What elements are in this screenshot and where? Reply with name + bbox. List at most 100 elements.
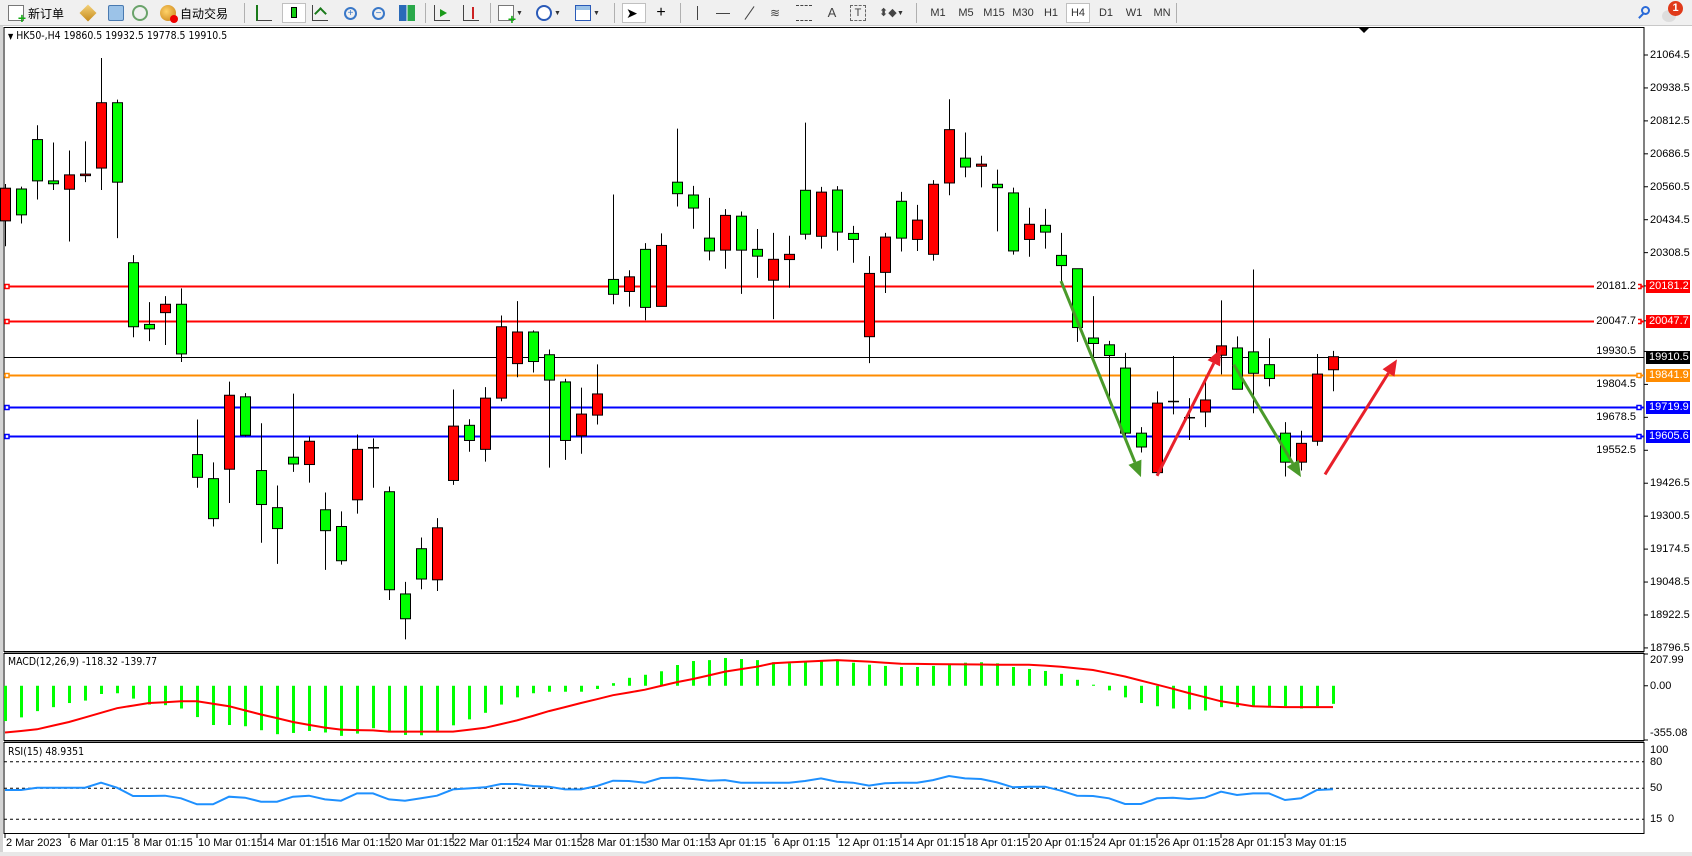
candle xyxy=(816,186,827,249)
text-button[interactable]: A xyxy=(824,3,840,23)
candle-body xyxy=(1056,254,1067,267)
cursor-button[interactable]: ➤ xyxy=(622,3,646,23)
timeframe-h4[interactable]: H4 xyxy=(1066,3,1090,23)
candle xyxy=(384,486,395,600)
candle-body xyxy=(784,253,795,261)
candle-body xyxy=(1088,337,1099,344)
timeframe-m5[interactable]: M5 xyxy=(958,7,974,19)
candle xyxy=(864,256,875,364)
time-axis-label: 6 Apr 01:15 xyxy=(774,837,831,849)
candle xyxy=(464,419,475,452)
candle xyxy=(752,228,763,278)
zoom-out-button[interactable]: − xyxy=(372,3,385,23)
candle-body xyxy=(928,183,939,255)
candle-body xyxy=(848,232,859,240)
periods-button[interactable]: ▼ xyxy=(536,3,561,23)
arrows-button[interactable]: ⬍◆ ▼ xyxy=(879,3,904,23)
crosshair-button[interactable]: + xyxy=(653,3,669,23)
line-chart-button[interactable] xyxy=(312,3,328,23)
price-line-label: 19605.6 xyxy=(1646,429,1690,443)
search-button[interactable] xyxy=(1636,3,1652,23)
chart-shift-button[interactable] xyxy=(463,3,479,23)
chart-menu-arrow-icon[interactable]: ▼ xyxy=(8,32,14,41)
candle-body xyxy=(768,258,779,281)
bar-chart-button[interactable] xyxy=(256,3,272,23)
signals-button[interactable] xyxy=(132,3,148,23)
fibonacci-fan-button[interactable] xyxy=(796,3,812,23)
indicators-button[interactable]: + ▼ xyxy=(498,3,523,26)
navigator-button[interactable] xyxy=(108,3,124,23)
toolbar-separator xyxy=(1176,3,1177,23)
candle xyxy=(400,581,411,640)
timeframe-m30[interactable]: M30 xyxy=(1012,7,1034,19)
time-axis-label: 14 Mar 01:15 xyxy=(262,837,327,849)
crosshair-icon: + xyxy=(656,4,666,21)
cursor-icon: ➤ xyxy=(626,5,638,21)
candle xyxy=(0,184,11,247)
templates-button[interactable]: ▼ xyxy=(575,3,600,23)
candle xyxy=(736,211,747,294)
price-axis-label: 18796.5 xyxy=(1650,641,1690,654)
candle-body xyxy=(592,393,603,416)
timeframe-m15[interactable]: M15 xyxy=(983,7,1005,19)
candle-body xyxy=(896,200,907,239)
candle xyxy=(720,209,731,269)
candle xyxy=(480,387,491,462)
line-anchor-handle xyxy=(1636,372,1642,379)
candle xyxy=(1328,350,1339,392)
time-axis-label: 24 Mar 01:15 xyxy=(518,837,583,849)
time-axis-label: 18 Apr 01:15 xyxy=(966,837,1029,849)
line-anchor-handle xyxy=(4,372,10,379)
candle-body xyxy=(608,278,619,295)
tile-windows-button[interactable] xyxy=(399,3,415,23)
trend-arrow-head-icon xyxy=(1207,348,1221,367)
candle xyxy=(880,232,891,294)
line-anchor-handle xyxy=(4,283,10,290)
timeframe-d1[interactable]: D1 xyxy=(1098,7,1114,19)
line-anchor-handle xyxy=(4,318,10,325)
candle xyxy=(96,58,107,191)
vertical-line-icon xyxy=(690,5,706,21)
candle xyxy=(992,169,1003,232)
auto-trading-button[interactable]: 自动交易 xyxy=(160,3,228,23)
horizontal-line-icon xyxy=(715,5,731,21)
new-order-button[interactable]: + 新订单 xyxy=(8,3,64,25)
vertical-line-button[interactable] xyxy=(690,3,706,23)
candle xyxy=(304,436,315,483)
candle-body xyxy=(288,456,299,465)
candlestick-button[interactable] xyxy=(282,3,306,23)
timeframe-mn[interactable]: MN xyxy=(1153,7,1171,19)
time-axis-label: 28 Apr 01:15 xyxy=(1222,837,1285,849)
price-axis-label: 18922.5 xyxy=(1650,608,1690,621)
horizontal-line-button[interactable] xyxy=(715,3,731,23)
timeframe-m1[interactable]: M1 xyxy=(930,7,946,19)
zoom-in-button[interactable]: + xyxy=(344,3,357,23)
candle xyxy=(368,438,379,488)
candle-body xyxy=(160,303,171,314)
candle-body xyxy=(656,244,667,307)
search-icon xyxy=(1636,5,1652,21)
candle xyxy=(656,233,667,307)
candle xyxy=(1264,338,1275,387)
candle-body xyxy=(960,157,971,168)
candle-body xyxy=(720,214,731,251)
price-axis-label: 19426.5 xyxy=(1650,477,1690,490)
candle xyxy=(256,423,267,543)
candle xyxy=(288,393,299,472)
toolbar-separator xyxy=(680,3,681,23)
notifications-button[interactable]: 1 xyxy=(1662,1,1683,23)
candle xyxy=(16,186,27,224)
toolbar-separator xyxy=(244,3,245,23)
timeframe-h1[interactable]: H1 xyxy=(1043,7,1059,19)
macd-label: MACD(12,26,9) -118.32 -139.77 xyxy=(8,655,158,668)
fibonacci-button[interactable]: ≋ xyxy=(770,3,786,23)
candle-body xyxy=(176,303,187,355)
price-axis-label: 19300.5 xyxy=(1650,510,1690,523)
auto-scroll-button[interactable] xyxy=(434,3,450,23)
candle xyxy=(448,389,459,485)
time-axis-label: 20 Mar 01:15 xyxy=(390,837,455,849)
timeframe-w1[interactable]: W1 xyxy=(1125,7,1143,19)
time-axis-label: 3 Apr 01:15 xyxy=(710,837,767,849)
text-label-button[interactable]: T xyxy=(850,3,866,23)
